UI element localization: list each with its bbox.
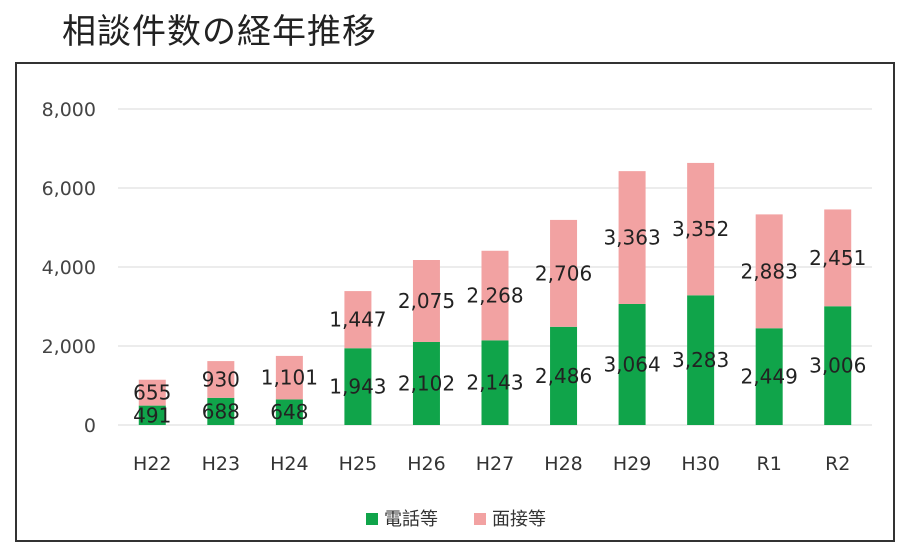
data-label-visit: 3,352: [672, 217, 729, 241]
x-tick-label-H29: H29: [613, 453, 651, 475]
bar-segment-phone-R2: [824, 306, 852, 425]
data-label-phone: 2,102: [398, 371, 455, 395]
bar-segment-phone-H30: [687, 295, 715, 425]
bar-segment-visit-H30: [687, 162, 715, 296]
bar-segment-phone-H23: [207, 397, 235, 425]
bar-segment-visit-H25: [344, 291, 372, 349]
data-label-phone: 3,283: [672, 348, 729, 372]
data-label-visit: 930: [202, 367, 240, 391]
data-label-visit: 2,883: [741, 259, 798, 283]
x-tick-label-H28: H28: [544, 453, 582, 475]
x-tick-label-R1: R1: [757, 453, 782, 475]
data-label-phone: 688: [202, 399, 240, 423]
data-label-phone: 648: [270, 400, 308, 424]
y-tick-label: 2,000: [42, 336, 96, 358]
data-label-visit: 2,075: [398, 289, 455, 313]
data-label-phone: 2,486: [535, 364, 592, 388]
bar-segment-visit-H26: [412, 260, 440, 342]
bar-segment-phone-H24: [275, 399, 303, 425]
bar-segment-phone-H28: [550, 326, 578, 425]
x-tick-label-H27: H27: [476, 453, 514, 475]
data-label-visit: 3,363: [603, 226, 660, 250]
legend-swatch-phone: [366, 513, 378, 525]
x-tick-label-H22: H22: [133, 453, 171, 475]
x-tick-label-H30: H30: [681, 453, 719, 475]
bar-segment-visit-R2: [824, 209, 852, 307]
data-label-visit: 2,268: [466, 284, 523, 308]
data-label-phone: 3,006: [809, 354, 866, 378]
bar-segment-phone-H29: [618, 303, 646, 425]
x-tick-label-R2: R2: [825, 453, 850, 475]
bar-segment-phone-H26: [412, 341, 440, 425]
data-label-phone: 491: [133, 403, 171, 427]
bar-segment-visit-H28: [550, 219, 578, 327]
bar-segment-phone-H27: [481, 340, 509, 425]
data-label-visit: 2,451: [809, 246, 866, 270]
x-tick-label-H25: H25: [339, 453, 377, 475]
y-tick-label: 6,000: [42, 178, 96, 200]
y-tick-label: 8,000: [42, 99, 96, 121]
data-label-visit: 1,101: [261, 366, 318, 390]
data-label-visit: 655: [133, 381, 171, 405]
bar-segment-visit-H24: [275, 355, 303, 400]
legend-label-phone: 電話等: [384, 509, 438, 530]
bar-segment-visit-H22: [138, 379, 166, 406]
data-label-phone: 2,143: [466, 371, 523, 395]
y-tick-label: 4,000: [42, 257, 96, 279]
legend-swatch-visit: [474, 513, 486, 525]
legend-label-visit: 面接等: [492, 509, 546, 530]
data-label-phone: 2,449: [741, 365, 798, 389]
bar-segment-visit-R1: [755, 214, 783, 329]
data-label-visit: 2,706: [535, 261, 592, 285]
data-label-visit: 1,447: [329, 308, 386, 332]
page-title: 相談件数の経年推移: [62, 12, 377, 52]
bar-segment-visit-H29: [618, 171, 646, 304]
bar-segment-visit-H23: [207, 361, 235, 398]
bar-segment-visit-H27: [481, 250, 509, 341]
bar-segment-phone-H22: [138, 405, 166, 425]
bar-segment-phone-H25: [344, 348, 372, 425]
data-label-phone: 1,943: [329, 375, 386, 399]
x-tick-label-H26: H26: [407, 453, 445, 475]
y-tick-label: 0: [84, 415, 96, 437]
bar-segment-phone-R1: [755, 328, 783, 425]
chart-frame: [15, 62, 895, 542]
x-tick-label-H23: H23: [202, 453, 240, 475]
data-label-phone: 3,064: [603, 352, 660, 376]
x-tick-label-H24: H24: [270, 453, 308, 475]
